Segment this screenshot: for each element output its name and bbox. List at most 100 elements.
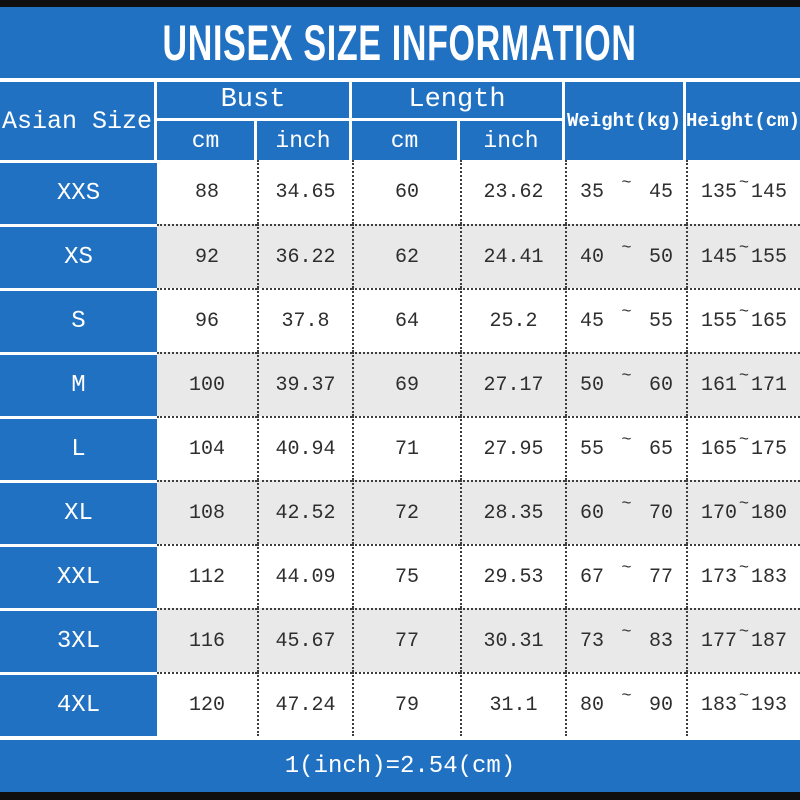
header-bust-cm: cm (157, 121, 257, 160)
height-range: 135 ~145 (686, 160, 800, 224)
bust-inch-value: 36.22 (257, 224, 352, 288)
length-cm-value: 64 (352, 288, 460, 352)
height-min: 183 (701, 693, 738, 717)
weight-min: 45 (580, 309, 605, 333)
tilde-separator: ~ (621, 622, 632, 642)
table-row-s: S 96 37.8 64 25.2 45 ~55 155 ~165 (0, 288, 800, 352)
weight-range: 67 ~77 (565, 544, 686, 608)
length-inch-value: 24.41 (460, 224, 565, 288)
tilde-separator: ~ (738, 238, 750, 258)
title-band: UNISEX SIZE INFORMATION (0, 7, 800, 78)
page-title: UNISEX SIZE INFORMATION (162, 14, 638, 71)
tilde-separator: ~ (621, 366, 632, 386)
height-max: 145 (750, 180, 787, 204)
header-length: Length (352, 82, 565, 121)
weight-range: 35 ~45 (565, 160, 686, 224)
size-label: M (0, 352, 157, 416)
height-max: 193 (750, 693, 787, 717)
height-min: 173 (701, 565, 738, 589)
bust-cm-value: 96 (157, 288, 257, 352)
tilde-separator: ~ (621, 686, 632, 706)
bottom-black-bar (0, 792, 800, 800)
length-cm-value: 77 (352, 608, 460, 672)
height-min: 145 (701, 245, 738, 269)
height-range: 173 ~183 (686, 544, 800, 608)
tilde-separator: ~ (621, 238, 632, 258)
weight-min: 60 (580, 501, 605, 525)
top-black-bar (0, 0, 800, 7)
length-cm-value: 75 (352, 544, 460, 608)
bust-cm-value: 108 (157, 480, 257, 544)
tilde-separator: ~ (621, 430, 632, 450)
bust-cm-value: 120 (157, 672, 257, 736)
weight-min: 73 (580, 629, 605, 653)
height-max: 183 (750, 565, 787, 589)
weight-range: 50 ~60 (565, 352, 686, 416)
size-label: 4XL (0, 672, 157, 736)
bust-inch-value: 37.8 (257, 288, 352, 352)
table-row-xs: XS 92 36.22 62 24.41 40 ~50 145 ~155 (0, 224, 800, 288)
weight-range: 73 ~83 (565, 608, 686, 672)
height-min: 161 (701, 373, 738, 397)
height-range: 170 ~180 (686, 480, 800, 544)
weight-range: 60 ~70 (565, 480, 686, 544)
title-divider (0, 78, 800, 82)
weight-max: 90 (648, 693, 673, 717)
bust-inch-value: 45.67 (257, 608, 352, 672)
length-inch-value: 27.17 (460, 352, 565, 416)
bust-inch-value: 47.24 (257, 672, 352, 736)
table-row-l: L 104 40.94 71 27.95 55 ~65 165 ~175 (0, 416, 800, 480)
tilde-separator: ~ (738, 686, 750, 706)
size-label: S (0, 288, 157, 352)
height-max: 180 (750, 501, 787, 525)
tilde-separator: ~ (738, 302, 750, 322)
weight-min: 55 (580, 437, 605, 461)
tilde-separator: ~ (738, 173, 750, 193)
length-inch-value: 25.2 (460, 288, 565, 352)
header-asian-size: Asian Size (0, 82, 157, 160)
weight-range: 80 ~90 (565, 672, 686, 736)
height-range: 155 ~165 (686, 288, 800, 352)
weight-max: 83 (648, 629, 673, 653)
tilde-separator: ~ (738, 430, 750, 450)
bust-inch-value: 44.09 (257, 544, 352, 608)
table-row-xl: XL 108 42.52 72 28.35 60 ~70 170 ~180 (0, 480, 800, 544)
weight-max: 65 (648, 437, 673, 461)
table-row-4xl: 4XL 120 47.24 79 31.1 80 ~90 183 ~193 (0, 672, 800, 736)
height-range: 165 ~175 (686, 416, 800, 480)
table-body: XXS 88 34.65 60 23.62 35 ~45 135 ~145 XS 9… (0, 160, 800, 736)
table-row-xxs: XXS 88 34.65 60 23.62 35 ~45 135 ~145 (0, 160, 800, 224)
size-label: XL (0, 480, 157, 544)
header-length-inch: inch (460, 121, 565, 160)
height-range: 145 ~155 (686, 224, 800, 288)
height-max: 165 (750, 309, 787, 333)
length-inch-value: 29.53 (460, 544, 565, 608)
height-max: 171 (750, 373, 787, 397)
height-range: 183 ~193 (686, 672, 800, 736)
bust-inch-value: 34.65 (257, 160, 352, 224)
length-cm-value: 79 (352, 672, 460, 736)
weight-max: 77 (648, 565, 673, 589)
bust-cm-value: 100 (157, 352, 257, 416)
tilde-separator: ~ (738, 622, 750, 642)
length-inch-value: 28.35 (460, 480, 565, 544)
height-min: 177 (701, 629, 738, 653)
weight-min: 35 (580, 180, 605, 204)
length-inch-value: 23.62 (460, 160, 565, 224)
bust-inch-value: 42.52 (257, 480, 352, 544)
height-min: 165 (701, 437, 738, 461)
bust-cm-value: 116 (157, 608, 257, 672)
table-row-xxl: XXL 112 44.09 75 29.53 67 ~77 173 ~183 (0, 544, 800, 608)
length-inch-value: 30.31 (460, 608, 565, 672)
length-cm-value: 72 (352, 480, 460, 544)
table-header: Asian Size Bust Length Weight(kg) Height… (0, 82, 800, 160)
tilde-separator: ~ (738, 366, 750, 386)
size-label: XXS (0, 160, 157, 224)
height-range: 161 ~171 (686, 352, 800, 416)
weight-min: 67 (580, 565, 605, 589)
weight-min: 40 (580, 245, 605, 269)
header-height: Height(cm) (686, 110, 800, 132)
footer-divider (0, 736, 800, 740)
height-range: 177 ~187 (686, 608, 800, 672)
length-cm-value: 71 (352, 416, 460, 480)
